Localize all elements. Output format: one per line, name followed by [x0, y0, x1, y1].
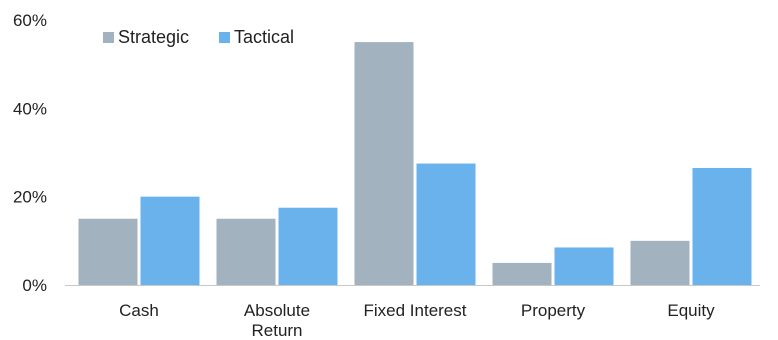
bar-tactical-3 — [554, 247, 614, 285]
category-label: Return — [251, 321, 302, 340]
y-tick-label: 60% — [13, 11, 47, 30]
bar-tactical-1 — [278, 207, 338, 285]
bar-strategic-2 — [354, 42, 414, 286]
bar-strategic-4 — [630, 240, 690, 285]
category-label: Absolute — [244, 301, 310, 320]
category-label: Property — [521, 301, 586, 320]
bar-strategic-3 — [492, 262, 552, 285]
legend-swatch-tactical — [219, 32, 230, 43]
category-label: Cash — [119, 301, 159, 320]
legend-label-strategic: Strategic — [118, 27, 189, 47]
bar-tactical-4 — [692, 167, 752, 285]
legend-swatch-strategic — [103, 32, 114, 43]
category-label: Equity — [667, 301, 715, 320]
legend: Strategic Tactical — [103, 27, 294, 47]
bar-tactical-0 — [140, 196, 200, 285]
category-label: Fixed Interest — [364, 301, 467, 320]
bar-strategic-0 — [78, 218, 138, 285]
y-tick-label: 20% — [13, 188, 47, 207]
y-tick-label: 0% — [22, 276, 47, 295]
bars — [78, 42, 752, 286]
legend-label-tactical: Tactical — [234, 27, 294, 47]
bar-tactical-2 — [416, 163, 476, 285]
y-tick-label: 40% — [13, 99, 47, 118]
bar-strategic-1 — [216, 218, 276, 285]
y-axis-tick-labels: 0% 20% 40% 60% — [13, 11, 47, 295]
